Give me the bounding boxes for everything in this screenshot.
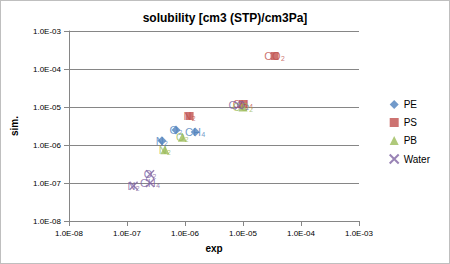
svg-text:1.0E-05: 1.0E-05	[229, 229, 258, 238]
svg-text:CH₄: CH₄	[140, 177, 161, 189]
svg-text:1.0E-08: 1.0E-08	[33, 217, 62, 226]
svg-text:1.0E-06: 1.0E-06	[171, 229, 200, 238]
svg-text:1.0E-04: 1.0E-04	[33, 65, 62, 74]
svg-text:1.0E-07: 1.0E-07	[113, 229, 142, 238]
svg-text:1.0E-05: 1.0E-05	[33, 103, 62, 112]
svg-text:PB: PB	[404, 135, 418, 146]
svg-text:N₂: N₂	[159, 144, 171, 156]
svg-text:exp: exp	[205, 243, 222, 254]
svg-text:N₂: N₂	[127, 180, 139, 192]
svg-text:O₂: O₂	[176, 131, 189, 143]
svg-text:1.0E-03: 1.0E-03	[345, 229, 374, 238]
svg-text:PS: PS	[404, 117, 418, 128]
svg-text:PE: PE	[404, 99, 418, 110]
svg-text:CO₂: CO₂	[229, 99, 250, 111]
svg-text:Water: Water	[404, 154, 431, 165]
svg-text:1.0E-03: 1.0E-03	[33, 27, 62, 36]
svg-text:solubility [cm3 (STP)/cm3Pa]: solubility [cm3 (STP)/cm3Pa]	[143, 11, 308, 25]
svg-text:1.0E-08: 1.0E-08	[55, 229, 84, 238]
svg-text:sim.: sim.	[9, 116, 20, 136]
svg-text:N₂: N₂	[183, 110, 195, 122]
svg-text:1.0E-07: 1.0E-07	[33, 179, 62, 188]
svg-text:CO₂: CO₂	[264, 50, 285, 62]
svg-text:1.0E-04: 1.0E-04	[287, 229, 316, 238]
svg-text:1.0E-06: 1.0E-06	[33, 141, 62, 150]
